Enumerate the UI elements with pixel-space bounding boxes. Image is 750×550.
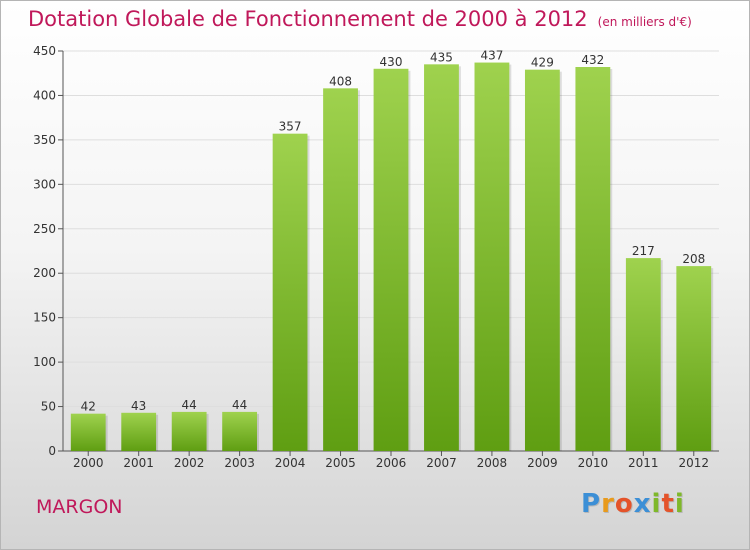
y-tick-label: 100 xyxy=(33,355,56,369)
y-tick-label: 450 xyxy=(33,44,56,58)
data-label: 429 xyxy=(531,56,554,70)
data-label: 437 xyxy=(480,49,503,63)
data-label: 432 xyxy=(581,53,604,67)
y-tick-label: 200 xyxy=(33,266,56,280)
bar-2004 xyxy=(272,133,308,451)
bar-2005 xyxy=(323,88,358,451)
bar-2012 xyxy=(676,266,712,451)
y-tick-label: 0 xyxy=(48,444,56,458)
x-tick-label: 2004 xyxy=(275,456,306,470)
data-label: 357 xyxy=(279,120,302,134)
bar-2000 xyxy=(70,413,106,451)
x-tick-label: 2000 xyxy=(73,456,104,470)
bar-2001 xyxy=(121,412,157,451)
data-label: 44 xyxy=(232,398,247,412)
commune-name: MARGON xyxy=(36,496,123,518)
bar-2010 xyxy=(575,67,611,451)
bar-2002 xyxy=(171,411,207,451)
data-label: 430 xyxy=(380,55,403,69)
data-label: 435 xyxy=(430,50,453,64)
y-tick-label: 400 xyxy=(33,88,56,102)
data-label: 42 xyxy=(81,400,96,414)
bar-2008 xyxy=(474,62,510,452)
y-tick-label: 250 xyxy=(33,222,56,236)
chart-title: Dotation Globale de Fonctionnement de 20… xyxy=(28,7,692,31)
logo-letter: i xyxy=(674,489,685,519)
x-tick-label: 2011 xyxy=(628,456,659,470)
bar-2011 xyxy=(625,258,661,451)
data-label: 44 xyxy=(182,398,197,412)
logo-letter: x xyxy=(633,489,652,519)
y-tick-label: 150 xyxy=(33,311,56,325)
data-label: 208 xyxy=(682,252,705,266)
data-label: 408 xyxy=(329,74,352,88)
logo-letter: r xyxy=(601,489,615,519)
bars xyxy=(70,62,714,452)
x-tick-label: 2006 xyxy=(376,456,407,470)
chart-title-text: Dotation Globale de Fonctionnement de 20… xyxy=(28,7,588,31)
data-label: 217 xyxy=(632,244,655,258)
y-tick-label: 350 xyxy=(33,133,56,147)
bar-2007 xyxy=(424,64,459,452)
bar-2003 xyxy=(222,411,258,451)
proxiti-logo: Proxiti xyxy=(581,489,685,519)
x-tick-label: 2008 xyxy=(477,456,508,470)
x-tick-label: 2007 xyxy=(426,456,457,470)
x-tick-label: 2009 xyxy=(527,456,558,470)
labels: 0501001502002503003504004502000422001432… xyxy=(33,44,709,470)
logo-letter: P xyxy=(581,489,602,519)
x-tick-label: 2001 xyxy=(123,456,154,470)
x-tick-label: 2002 xyxy=(174,456,205,470)
bar-2006 xyxy=(373,68,409,452)
x-tick-label: 2005 xyxy=(325,456,356,470)
logo-letter: o xyxy=(614,489,634,519)
x-tick-label: 2012 xyxy=(678,456,709,470)
x-tick-label: 2003 xyxy=(224,456,255,470)
y-tick-label: 50 xyxy=(41,400,56,414)
y-tick-label: 300 xyxy=(33,177,56,191)
x-tick-label: 2010 xyxy=(578,456,609,470)
logo-letter: t xyxy=(661,489,675,519)
bar-2009 xyxy=(524,69,560,452)
data-label: 43 xyxy=(131,399,146,413)
chart-subtitle: (en milliers d'€) xyxy=(597,15,692,29)
logo-letter: i xyxy=(651,489,662,519)
